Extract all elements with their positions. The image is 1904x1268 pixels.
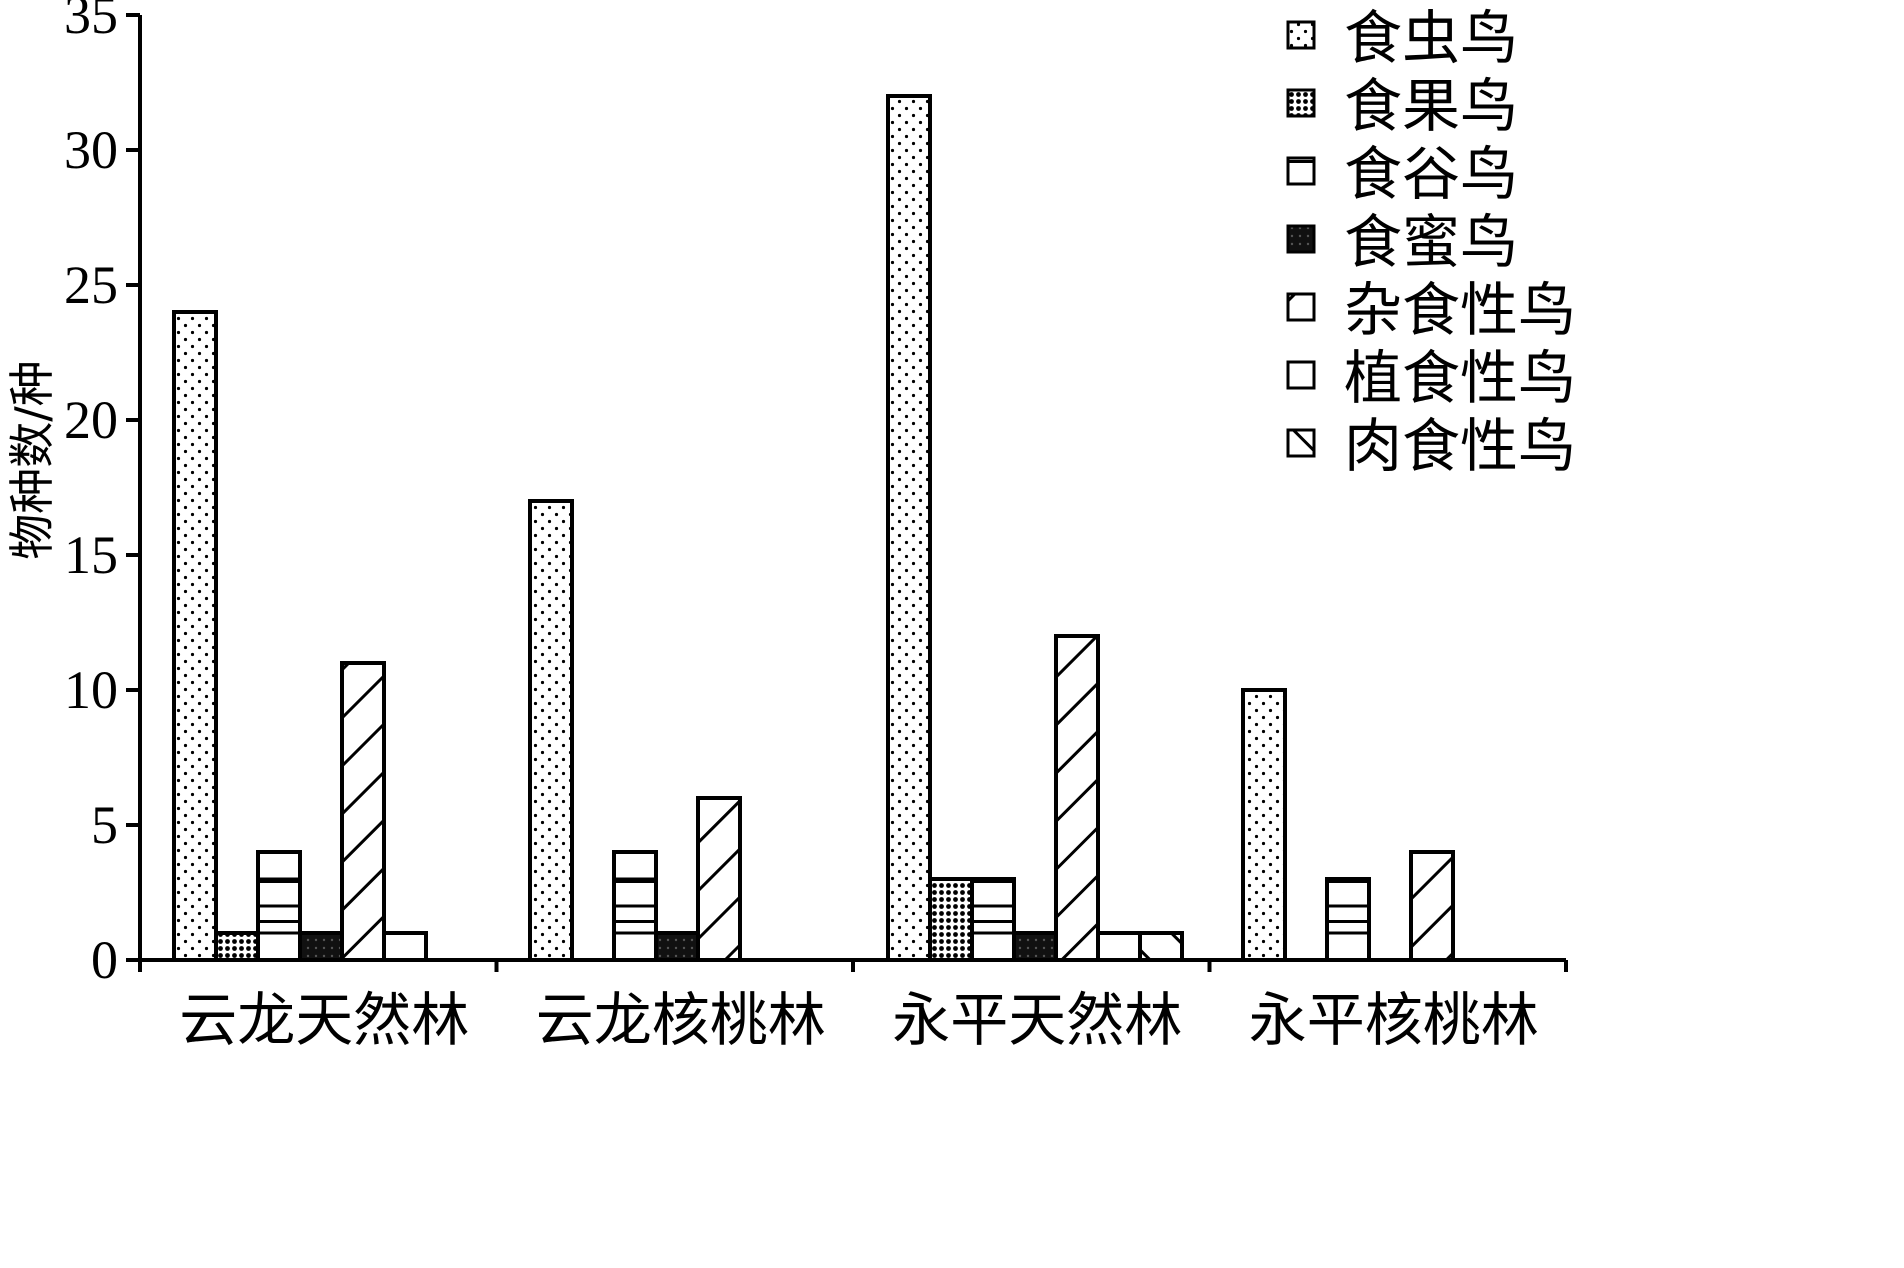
bar-2-5: [696, 796, 742, 962]
bar-1-4: [298, 931, 344, 962]
bar-4-5: [1409, 850, 1455, 962]
legend-label: 食蜜鸟: [1344, 208, 1518, 276]
y-tick-label: 35: [64, 0, 118, 45]
legend-label: 食果鸟: [1344, 72, 1518, 140]
x-category-label: 永平核桃林: [1249, 986, 1539, 1054]
legend-swatch: [1286, 224, 1316, 254]
x-category-label: 云龙天然林: [179, 986, 469, 1054]
bars: [172, 94, 1455, 962]
x-axis-category-labels: 云龙天然林 云龙核桃林 永平天然林 永平核桃林: [179, 986, 1539, 1054]
y-axis-ticks: 0 5 10 15 20 25 30 35: [64, 0, 140, 990]
bar-1-2: [214, 931, 260, 962]
bar-3-2: [928, 877, 974, 962]
y-tick-label: 15: [64, 525, 118, 585]
y-tick-label: 25: [64, 255, 118, 315]
bar-4-1: [1241, 688, 1287, 962]
legend-swatch: [1286, 292, 1316, 322]
y-tick-label: 30: [64, 120, 118, 180]
bar-1-5: [340, 661, 386, 962]
bar-3-6: [1096, 931, 1142, 962]
bar-2-4: [654, 931, 700, 962]
legend-label: 植食性鸟: [1344, 344, 1576, 412]
bar-1-6: [382, 931, 428, 962]
bar-3-3: [970, 877, 1016, 962]
bar-3-1: [886, 94, 932, 962]
y-axis-title: 物种数/种: [5, 360, 59, 560]
y-tick-label: 0: [91, 930, 118, 990]
bar-3-7: [1138, 931, 1184, 962]
legend-swatch: [1286, 156, 1316, 186]
bar-3-5: [1054, 634, 1100, 962]
bar-2-1: [528, 499, 574, 962]
legend-swatch: [1286, 88, 1316, 118]
bar-3-4: [1012, 931, 1058, 962]
legend-swatch: [1286, 428, 1316, 458]
x-category-label: 永平天然林: [892, 986, 1182, 1054]
legend-label: 食虫鸟: [1344, 4, 1518, 72]
y-tick-label: 10: [64, 660, 118, 720]
bar-4-3: [1325, 877, 1371, 962]
legend-swatch: [1286, 360, 1316, 390]
legend-label: 肉食性鸟: [1344, 412, 1576, 480]
y-tick-label: 5: [91, 795, 118, 855]
legend-swatch: [1286, 20, 1316, 50]
y-tick-label: 20: [64, 390, 118, 450]
bar-1-1: [172, 310, 218, 962]
x-category-label: 云龙核桃林: [536, 986, 826, 1054]
y-axis-title-group: 物种数/种: [5, 360, 59, 560]
legend-label: 食谷鸟: [1344, 140, 1518, 208]
legend-label: 杂食性鸟: [1344, 276, 1576, 344]
